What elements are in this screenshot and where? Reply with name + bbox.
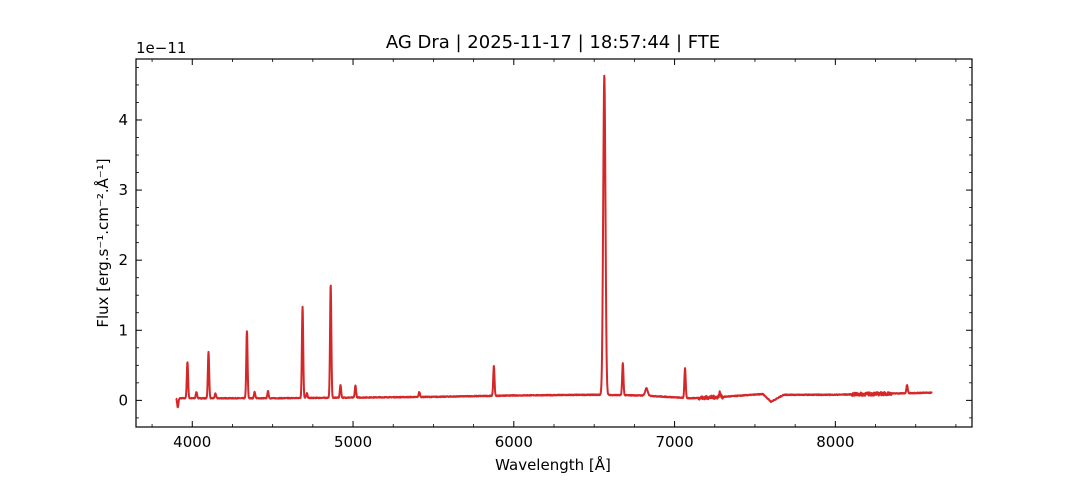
y-tick-label: 0 [118, 391, 128, 409]
axes-frame [135, 58, 973, 428]
y-axis-label: Flux [erg.s⁻¹.cm⁻².Å⁻¹] [93, 158, 112, 327]
plot-area [175, 74, 933, 409]
x-tick-label: 4000 [173, 433, 211, 451]
spectrum-series-line [175, 74, 933, 409]
x-tick-label: 8000 [816, 433, 854, 451]
y-tick-label: 1 [118, 321, 128, 339]
y-tick-label: 4 [118, 111, 128, 129]
x-tick-label: 5000 [334, 433, 372, 451]
x-axis-label: Wavelength [Å] [495, 455, 611, 474]
x-tick-label: 7000 [655, 433, 693, 451]
x-axis: 4000 5000 6000 7000 8000 [151, 59, 957, 451]
chart-title: AG Dra | 2025-11-17 | 18:57:44 | FTE [386, 32, 720, 53]
y-tick-label: 2 [118, 251, 128, 269]
y-tick-label: 3 [118, 181, 128, 199]
y-axis: 0 1 2 3 4 [118, 67, 972, 419]
y-offset-text: 1e−11 [136, 39, 186, 57]
x-tick-label: 6000 [495, 433, 533, 451]
